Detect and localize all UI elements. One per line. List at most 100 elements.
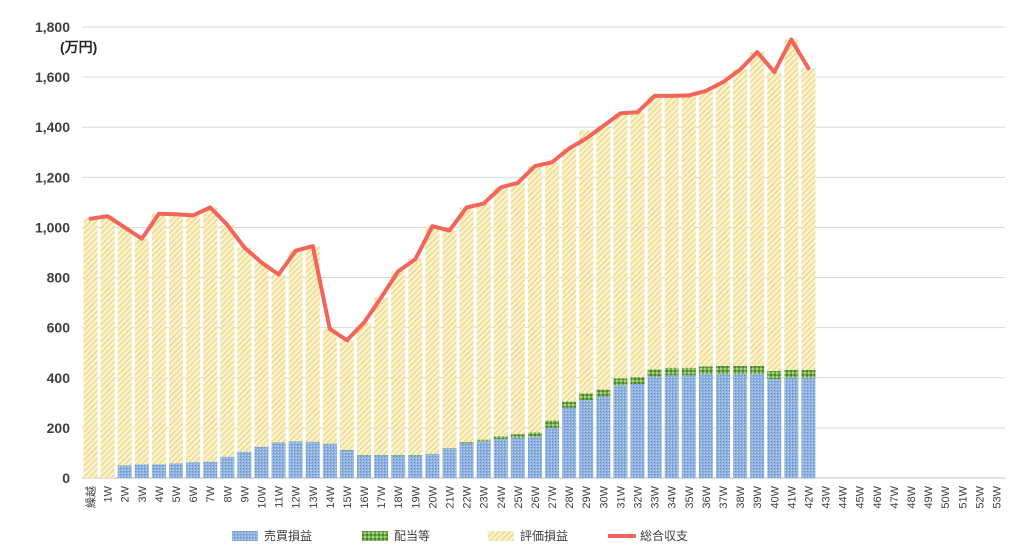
x-tick-label: 3W xyxy=(137,485,149,502)
bar-配当等-37W xyxy=(715,366,730,375)
bar-評価損益-8W xyxy=(220,224,235,457)
bar-売買損益-17W xyxy=(374,455,389,478)
x-tick-label: 24W xyxy=(496,485,508,508)
bar-評価損益-33W xyxy=(647,95,662,370)
bar-評価損益-38W xyxy=(733,69,748,367)
bar-配当等-32W xyxy=(630,377,645,385)
bar-評価損益-30W xyxy=(596,125,611,390)
x-tick-label: 47W xyxy=(889,485,901,508)
bar-売買損益-7W xyxy=(203,461,218,478)
bar-評価損益-26W xyxy=(527,166,542,433)
bar-評価損益-20W xyxy=(425,226,440,454)
x-axis: 繰越 1W 2W 3W 4W 5W 6W 7W 8W 9W 10W 11W 12W 13W 14W 15W 16… xyxy=(84,485,1004,508)
x-tick-label: 44W xyxy=(838,485,850,508)
bar-売買損益-42W xyxy=(801,377,816,478)
bar-配当等-27W xyxy=(545,420,560,428)
bar-売買損益-4W xyxy=(151,464,166,478)
x-tick-label: 34W xyxy=(667,485,679,508)
x-tick-label: 繰越 xyxy=(84,486,98,508)
bar-配当等-14W xyxy=(322,443,337,445)
line-総合収支 xyxy=(88,37,811,343)
line-series-group xyxy=(88,37,811,343)
bar-配当等-26W xyxy=(527,432,542,437)
x-tick-label: 45W xyxy=(855,485,867,508)
bar-評価損益-3W xyxy=(134,238,149,465)
bar-配当等-34W xyxy=(664,367,679,376)
x-tick-label: 52W xyxy=(974,485,986,508)
x-tick-label: 33W xyxy=(650,485,662,508)
bar-評価損益-7W xyxy=(203,207,218,462)
bar-評価損益-34W xyxy=(664,95,679,368)
bar-評価損益-23W xyxy=(476,203,491,440)
bar-評価損益-37W xyxy=(715,82,730,367)
bar-配当等-19W xyxy=(408,454,423,456)
legend: 売買損益 配当等 評価損益 総合収支 xyxy=(232,528,688,543)
x-tick-label: 17W xyxy=(376,485,388,508)
bar-評価損益-39W xyxy=(750,52,765,367)
bar-売買損益-28W xyxy=(562,407,577,478)
bar-配当等-21W xyxy=(442,447,457,449)
bar-売買損益-24W xyxy=(493,439,508,478)
bar-配当等-30W xyxy=(596,389,611,397)
bar-売買損益-19W xyxy=(408,455,423,478)
bar-配当等-39W xyxy=(750,366,765,375)
bar-評価損益-32W xyxy=(630,112,645,378)
legend-label-評価損益: 評価損益 xyxy=(520,528,568,543)
bar-評価損益-12W xyxy=(288,250,303,442)
bar-評価損益-19W xyxy=(408,258,423,455)
legend-swatch-売買損益 xyxy=(232,531,258,541)
bar-売買損益-12W xyxy=(288,441,303,478)
bar-売買損益-10W xyxy=(254,446,269,478)
bar-配当等-36W xyxy=(698,366,713,375)
unit-label: (万円) xyxy=(60,39,97,55)
x-tick-label: 13W xyxy=(308,485,320,508)
bar-配当等-42W xyxy=(801,369,816,378)
x-tick-label: 30W xyxy=(598,485,610,508)
bar-売買損益-34W xyxy=(664,375,679,478)
x-tick-label: 1W xyxy=(103,485,115,502)
x-tick-label: 20W xyxy=(427,485,439,508)
bar-売買損益-26W xyxy=(527,436,542,478)
x-tick-label: 46W xyxy=(872,485,884,508)
legend-swatch-評価損益 xyxy=(488,531,514,541)
bar-配当等-31W xyxy=(613,378,628,386)
bar-series-group xyxy=(83,39,816,479)
bar-配当等-13W xyxy=(305,441,320,443)
x-tick-label: 18W xyxy=(393,485,405,508)
legend-label-配当等: 配当等 xyxy=(394,529,430,543)
bar-評価損益-42W xyxy=(801,68,816,370)
x-tick-label: 7W xyxy=(205,485,217,502)
bar-配当等-18W xyxy=(391,454,406,456)
bar-評価損益-24W xyxy=(493,187,508,437)
bar-評価損益-35W xyxy=(681,95,696,368)
bar-評価損益-41W xyxy=(784,39,799,370)
bar-評価損益-繰越 xyxy=(83,218,98,479)
y-tick-label: 200 xyxy=(47,420,71,436)
bar-配当等-35W xyxy=(681,367,696,376)
bar-売買損益-9W xyxy=(237,451,252,478)
bar-配当等-38W xyxy=(733,366,748,375)
bar-評価損益-10W xyxy=(254,262,269,447)
x-tick-label: 32W xyxy=(633,485,645,508)
bar-売買損益-23W xyxy=(476,441,491,478)
bar-評価損益-21W xyxy=(442,230,457,448)
bar-評価損益-17W xyxy=(374,297,389,455)
bar-評価損益-4W xyxy=(151,213,166,465)
x-tick-label: 37W xyxy=(718,485,730,508)
x-tick-label: 28W xyxy=(564,485,576,508)
y-tick-label: 1,000 xyxy=(35,219,70,235)
x-tick-label: 42W xyxy=(803,485,815,508)
bar-評価損益-29W xyxy=(579,130,594,394)
x-tick-label: 8W xyxy=(222,485,234,502)
bar-売買損益-33W xyxy=(647,376,662,478)
bar-評価損益-18W xyxy=(391,271,406,455)
x-tick-label: 27W xyxy=(547,485,559,508)
y-tick-label: 1,800 xyxy=(35,19,70,35)
bar-売買損益-38W xyxy=(733,374,748,478)
x-tick-label: 35W xyxy=(684,485,696,508)
bar-売買損益-3W xyxy=(134,464,149,478)
bar-配当等-12W xyxy=(288,441,303,442)
bar-評価損益-9W xyxy=(237,247,252,452)
x-tick-label: 5W xyxy=(171,485,183,502)
